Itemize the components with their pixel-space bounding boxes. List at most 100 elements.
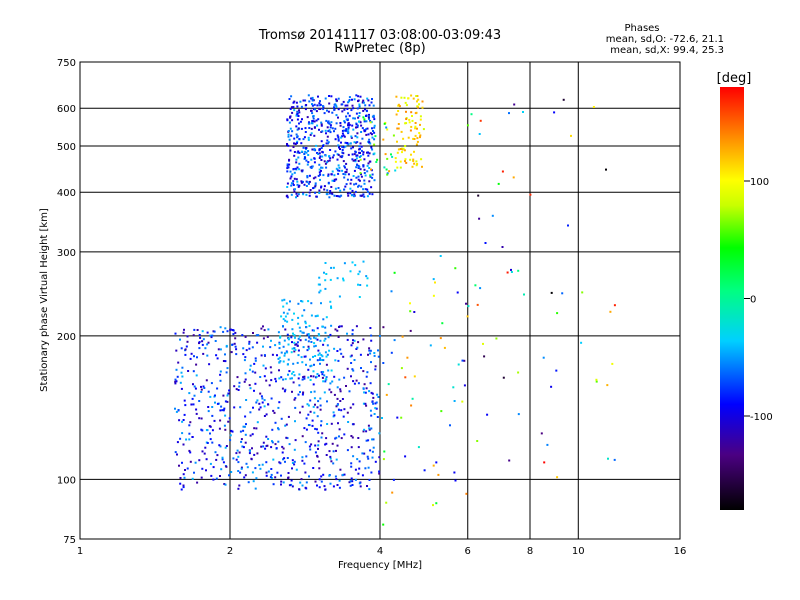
data-point <box>264 367 267 370</box>
data-point <box>314 182 317 185</box>
data-point <box>343 135 346 138</box>
data-point <box>324 488 327 491</box>
data-point <box>322 359 325 362</box>
data-point <box>265 474 268 477</box>
data-point <box>193 471 195 474</box>
data-point <box>322 145 324 147</box>
data-point <box>186 335 189 338</box>
data-point <box>413 162 416 165</box>
data-point <box>242 353 245 356</box>
data-point <box>365 387 368 390</box>
data-point <box>353 98 356 101</box>
data-point <box>375 401 378 404</box>
data-point <box>363 130 366 133</box>
data-point <box>336 99 338 102</box>
data-point <box>479 287 482 290</box>
data-point <box>421 100 424 103</box>
data-point <box>309 337 312 340</box>
data-point <box>441 322 444 325</box>
data-point <box>310 97 313 100</box>
data-point <box>413 375 416 378</box>
data-point <box>272 483 275 486</box>
data-point <box>335 458 338 461</box>
stats-o-line: mean, sd,O: -72.6, 21.1 <box>606 34 724 45</box>
data-point <box>357 283 359 286</box>
data-point <box>411 165 414 168</box>
data-point <box>375 407 378 410</box>
data-point <box>347 128 350 131</box>
data-point <box>307 182 310 185</box>
data-point <box>284 460 286 463</box>
data-point <box>337 136 340 139</box>
data-point <box>347 122 350 125</box>
data-point <box>465 302 467 305</box>
data-point <box>213 330 216 333</box>
data-point <box>362 370 365 373</box>
data-point <box>226 394 229 397</box>
data-point <box>325 355 328 358</box>
data-point <box>440 410 443 413</box>
data-point <box>319 397 322 400</box>
data-point <box>182 331 185 334</box>
data-point <box>195 374 198 377</box>
data-point <box>358 112 361 114</box>
data-point <box>400 416 403 419</box>
data-point <box>300 142 303 145</box>
data-point <box>362 338 365 341</box>
data-point <box>331 127 334 130</box>
data-point <box>319 357 322 360</box>
data-point <box>208 363 211 366</box>
data-point <box>245 462 248 465</box>
data-point <box>323 339 326 342</box>
data-point <box>318 467 321 470</box>
data-point <box>352 107 355 110</box>
data-point <box>311 104 314 107</box>
data-point <box>237 487 240 490</box>
data-point <box>301 393 304 396</box>
data-point <box>179 482 182 485</box>
data-point <box>293 398 296 401</box>
data-point <box>201 450 204 453</box>
data-point <box>301 484 304 487</box>
data-point <box>237 389 240 391</box>
data-point <box>293 151 296 153</box>
data-point <box>368 347 371 350</box>
data-point <box>297 322 300 325</box>
data-point <box>310 314 313 317</box>
data-point <box>250 457 253 460</box>
data-point <box>343 176 346 179</box>
data-point <box>254 487 257 490</box>
data-point <box>325 442 328 445</box>
data-point <box>367 466 370 469</box>
data-point <box>400 96 403 99</box>
data-point <box>353 153 356 156</box>
data-point <box>355 141 357 144</box>
data-point <box>286 182 289 185</box>
data-point <box>195 412 198 415</box>
data-point <box>357 184 360 187</box>
data-point <box>225 465 228 468</box>
data-point <box>306 181 309 184</box>
data-point <box>304 355 307 358</box>
data-point <box>364 188 367 191</box>
data-point <box>200 391 203 393</box>
data-point <box>329 149 332 151</box>
data-point <box>213 419 216 422</box>
data-point <box>243 380 246 383</box>
data-point <box>325 132 327 135</box>
data-point <box>283 354 286 357</box>
data-point <box>211 429 214 432</box>
data-point <box>268 384 271 387</box>
data-point <box>453 400 456 402</box>
data-point <box>219 445 222 448</box>
data-point <box>252 480 255 483</box>
data-point <box>337 97 340 100</box>
data-point <box>346 118 349 121</box>
data-point <box>317 174 320 177</box>
data-point <box>419 134 422 137</box>
data-point <box>342 355 345 358</box>
data-point <box>466 315 469 318</box>
data-point <box>347 124 349 127</box>
data-point <box>338 378 341 381</box>
data-point <box>364 104 367 107</box>
